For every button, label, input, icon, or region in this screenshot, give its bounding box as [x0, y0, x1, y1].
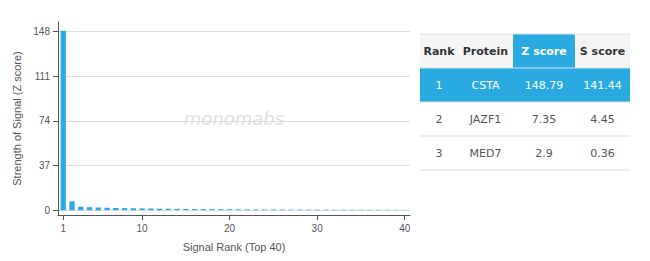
svg-text:111: 111: [35, 71, 51, 82]
svg-text:MED7: MED7: [470, 147, 502, 160]
svg-text:1: 1: [436, 79, 443, 92]
svg-text:2: 2: [436, 113, 443, 126]
svg-text:4.45: 4.45: [590, 113, 615, 126]
svg-text:141.44: 141.44: [583, 79, 622, 92]
svg-text:0: 0: [44, 205, 50, 216]
svg-text:monomabs: monomabs: [184, 108, 284, 129]
svg-text:2.9: 2.9: [535, 147, 553, 160]
svg-text:Protein: Protein: [463, 45, 508, 58]
svg-text:CSTA: CSTA: [471, 79, 500, 92]
svg-text:74: 74: [39, 115, 51, 126]
svg-text:JAZF1: JAZF1: [469, 113, 501, 126]
svg-text:3: 3: [436, 147, 443, 160]
svg-text:Strength of Signal (Z score): Strength of Signal (Z score): [11, 51, 23, 186]
svg-text:Z score: Z score: [521, 45, 566, 58]
svg-text:0.36: 0.36: [590, 147, 615, 160]
svg-text:1: 1: [60, 223, 66, 234]
svg-text:148: 148: [33, 26, 50, 37]
svg-text:Rank: Rank: [423, 45, 455, 58]
svg-text:S score: S score: [580, 45, 625, 58]
svg-text:20: 20: [224, 223, 236, 234]
svg-text:10: 10: [136, 223, 148, 234]
svg-text:7.35: 7.35: [532, 113, 557, 126]
svg-text:148.79: 148.79: [525, 79, 564, 92]
svg-text:40: 40: [399, 223, 411, 234]
svg-text:37: 37: [39, 160, 51, 171]
svg-text:30: 30: [312, 223, 324, 234]
svg-text:Signal Rank (Top 40): Signal Rank (Top 40): [183, 241, 286, 253]
